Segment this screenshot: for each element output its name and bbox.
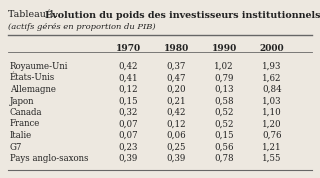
Text: Royaume-Uni: Royaume-Uni [10,62,68,71]
Text: Pays anglo-saxons: Pays anglo-saxons [10,154,89,163]
Text: Allemagne: Allemagne [10,85,56,94]
Text: 0,52: 0,52 [214,108,234,117]
Text: 1,93: 1,93 [262,62,282,71]
Text: Évolution du poids des investisseurs institutionnels: Évolution du poids des investisseurs ins… [45,10,320,20]
Text: 1,02: 1,02 [214,62,234,71]
Text: Canada: Canada [10,108,43,117]
Text: (actifs gérés en proportion du PIB): (actifs gérés en proportion du PIB) [8,23,156,31]
Text: 1,21: 1,21 [262,143,282,151]
Text: 0,52: 0,52 [214,119,234,129]
Text: 0,58: 0,58 [214,96,234,106]
Text: 0,76: 0,76 [262,131,282,140]
Text: 1,55: 1,55 [262,154,282,163]
Text: 0,56: 0,56 [214,143,234,151]
Text: 0,12: 0,12 [118,85,138,94]
Text: 0,07: 0,07 [118,131,138,140]
Text: 0,07: 0,07 [118,119,138,129]
Text: 0,78: 0,78 [214,154,234,163]
Text: Japon: Japon [10,96,35,106]
Text: 0,41: 0,41 [118,74,138,82]
Text: 0,15: 0,15 [214,131,234,140]
Text: 0,39: 0,39 [166,154,186,163]
Text: 1,03: 1,03 [262,96,282,106]
Text: 0,37: 0,37 [166,62,186,71]
Text: 0,32: 0,32 [118,108,138,117]
Text: 0,12: 0,12 [166,119,186,129]
Text: 1970: 1970 [116,44,140,53]
Text: 0,21: 0,21 [166,96,186,106]
Text: 2000: 2000 [260,44,284,53]
Text: 0,42: 0,42 [118,62,138,71]
Text: 0,79: 0,79 [214,74,234,82]
Text: 0,13: 0,13 [214,85,234,94]
Text: 0,20: 0,20 [166,85,186,94]
Text: G7: G7 [10,143,22,151]
Text: 0,84: 0,84 [262,85,282,94]
Text: Italie: Italie [10,131,32,140]
Text: États-Unis: États-Unis [10,74,55,82]
Text: 0,25: 0,25 [166,143,186,151]
Text: 1990: 1990 [212,44,236,53]
Text: 1,62: 1,62 [262,74,282,82]
Text: 0,23: 0,23 [118,143,138,151]
Text: 1980: 1980 [164,44,188,53]
Text: France: France [10,119,40,129]
Text: 1,10: 1,10 [262,108,282,117]
Text: 1,20: 1,20 [262,119,282,129]
Text: 0,39: 0,39 [118,154,138,163]
Text: Tableau 1.: Tableau 1. [8,10,61,19]
Text: 0,15: 0,15 [118,96,138,106]
Text: 0,06: 0,06 [166,131,186,140]
Text: 0,47: 0,47 [166,74,186,82]
Text: 0,42: 0,42 [166,108,186,117]
